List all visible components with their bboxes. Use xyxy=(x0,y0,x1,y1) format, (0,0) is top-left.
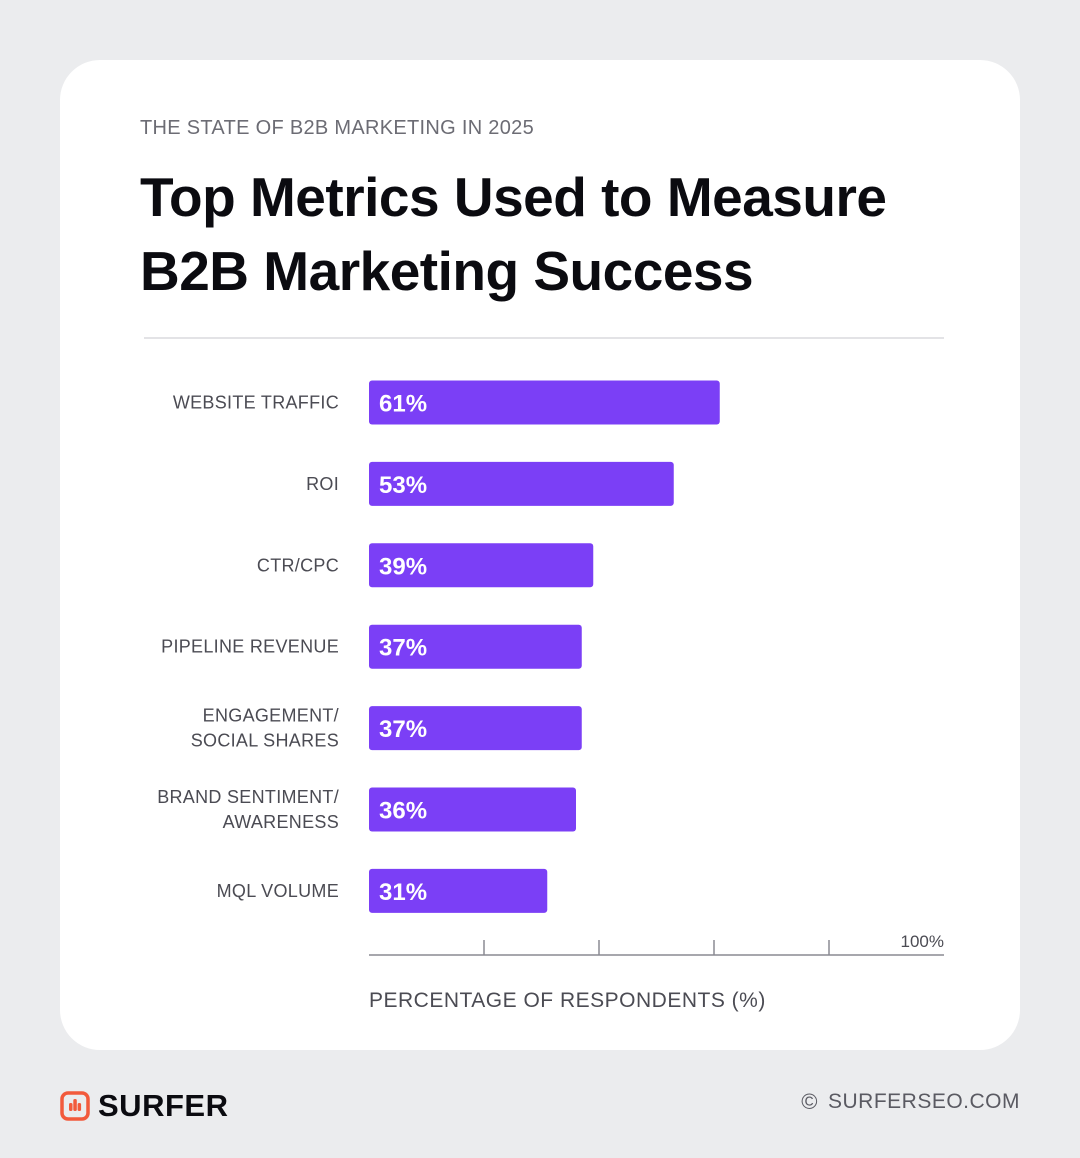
category-label-3: PIPELINE REVENUE xyxy=(161,637,339,657)
bar-value-label-1: 53% xyxy=(379,472,427,499)
category-label-2: CTR/CPC xyxy=(257,555,339,575)
category-label-0: WEBSITE TRAFFIC xyxy=(173,393,339,413)
site-credit: © SURFERSEO.COM xyxy=(801,1089,1020,1115)
bar-6 xyxy=(369,868,548,913)
bar-5 xyxy=(369,787,576,832)
surfer-logo: SURFER xyxy=(60,1088,228,1124)
category-label-6: MQL VOLUME xyxy=(217,881,339,901)
brand-name: SURFER xyxy=(98,1088,229,1123)
bar-2 xyxy=(369,543,594,588)
bar-3 xyxy=(369,624,582,669)
bar-value-label-3: 37% xyxy=(379,635,427,662)
x-axis-label: PERCENTAGE OF RESPONDENTS (%) xyxy=(369,989,766,1012)
site-url: SURFERSEO.COM xyxy=(827,1090,1020,1113)
title-divider xyxy=(144,337,944,339)
bar-4 xyxy=(369,706,582,751)
x-tick-label-max: 100% xyxy=(901,932,944,951)
bar-0 xyxy=(369,380,720,425)
copyright-icon: © xyxy=(801,1089,818,1114)
bar-value-label-2: 39% xyxy=(379,553,427,580)
bar-value-label-5: 36% xyxy=(379,798,427,825)
eyebrow-text: THE STATE OF B2B MARKETING IN 2025 xyxy=(140,117,534,139)
category-label-1: ROI xyxy=(306,474,339,494)
bar-value-label-0: 61% xyxy=(379,391,427,418)
category-label-5: BRAND SENTIMENT/AWARENESS xyxy=(157,787,339,832)
surfer-logo-icon xyxy=(60,1091,90,1121)
bar-value-label-4: 37% xyxy=(379,716,427,743)
chart-title: Top Metrics Used to Measure B2B Marketin… xyxy=(140,166,887,302)
bar-value-label-6: 31% xyxy=(379,879,427,906)
category-label-4: ENGAGEMENT/SOCIAL SHARES xyxy=(191,706,339,751)
bar-1 xyxy=(369,461,674,506)
